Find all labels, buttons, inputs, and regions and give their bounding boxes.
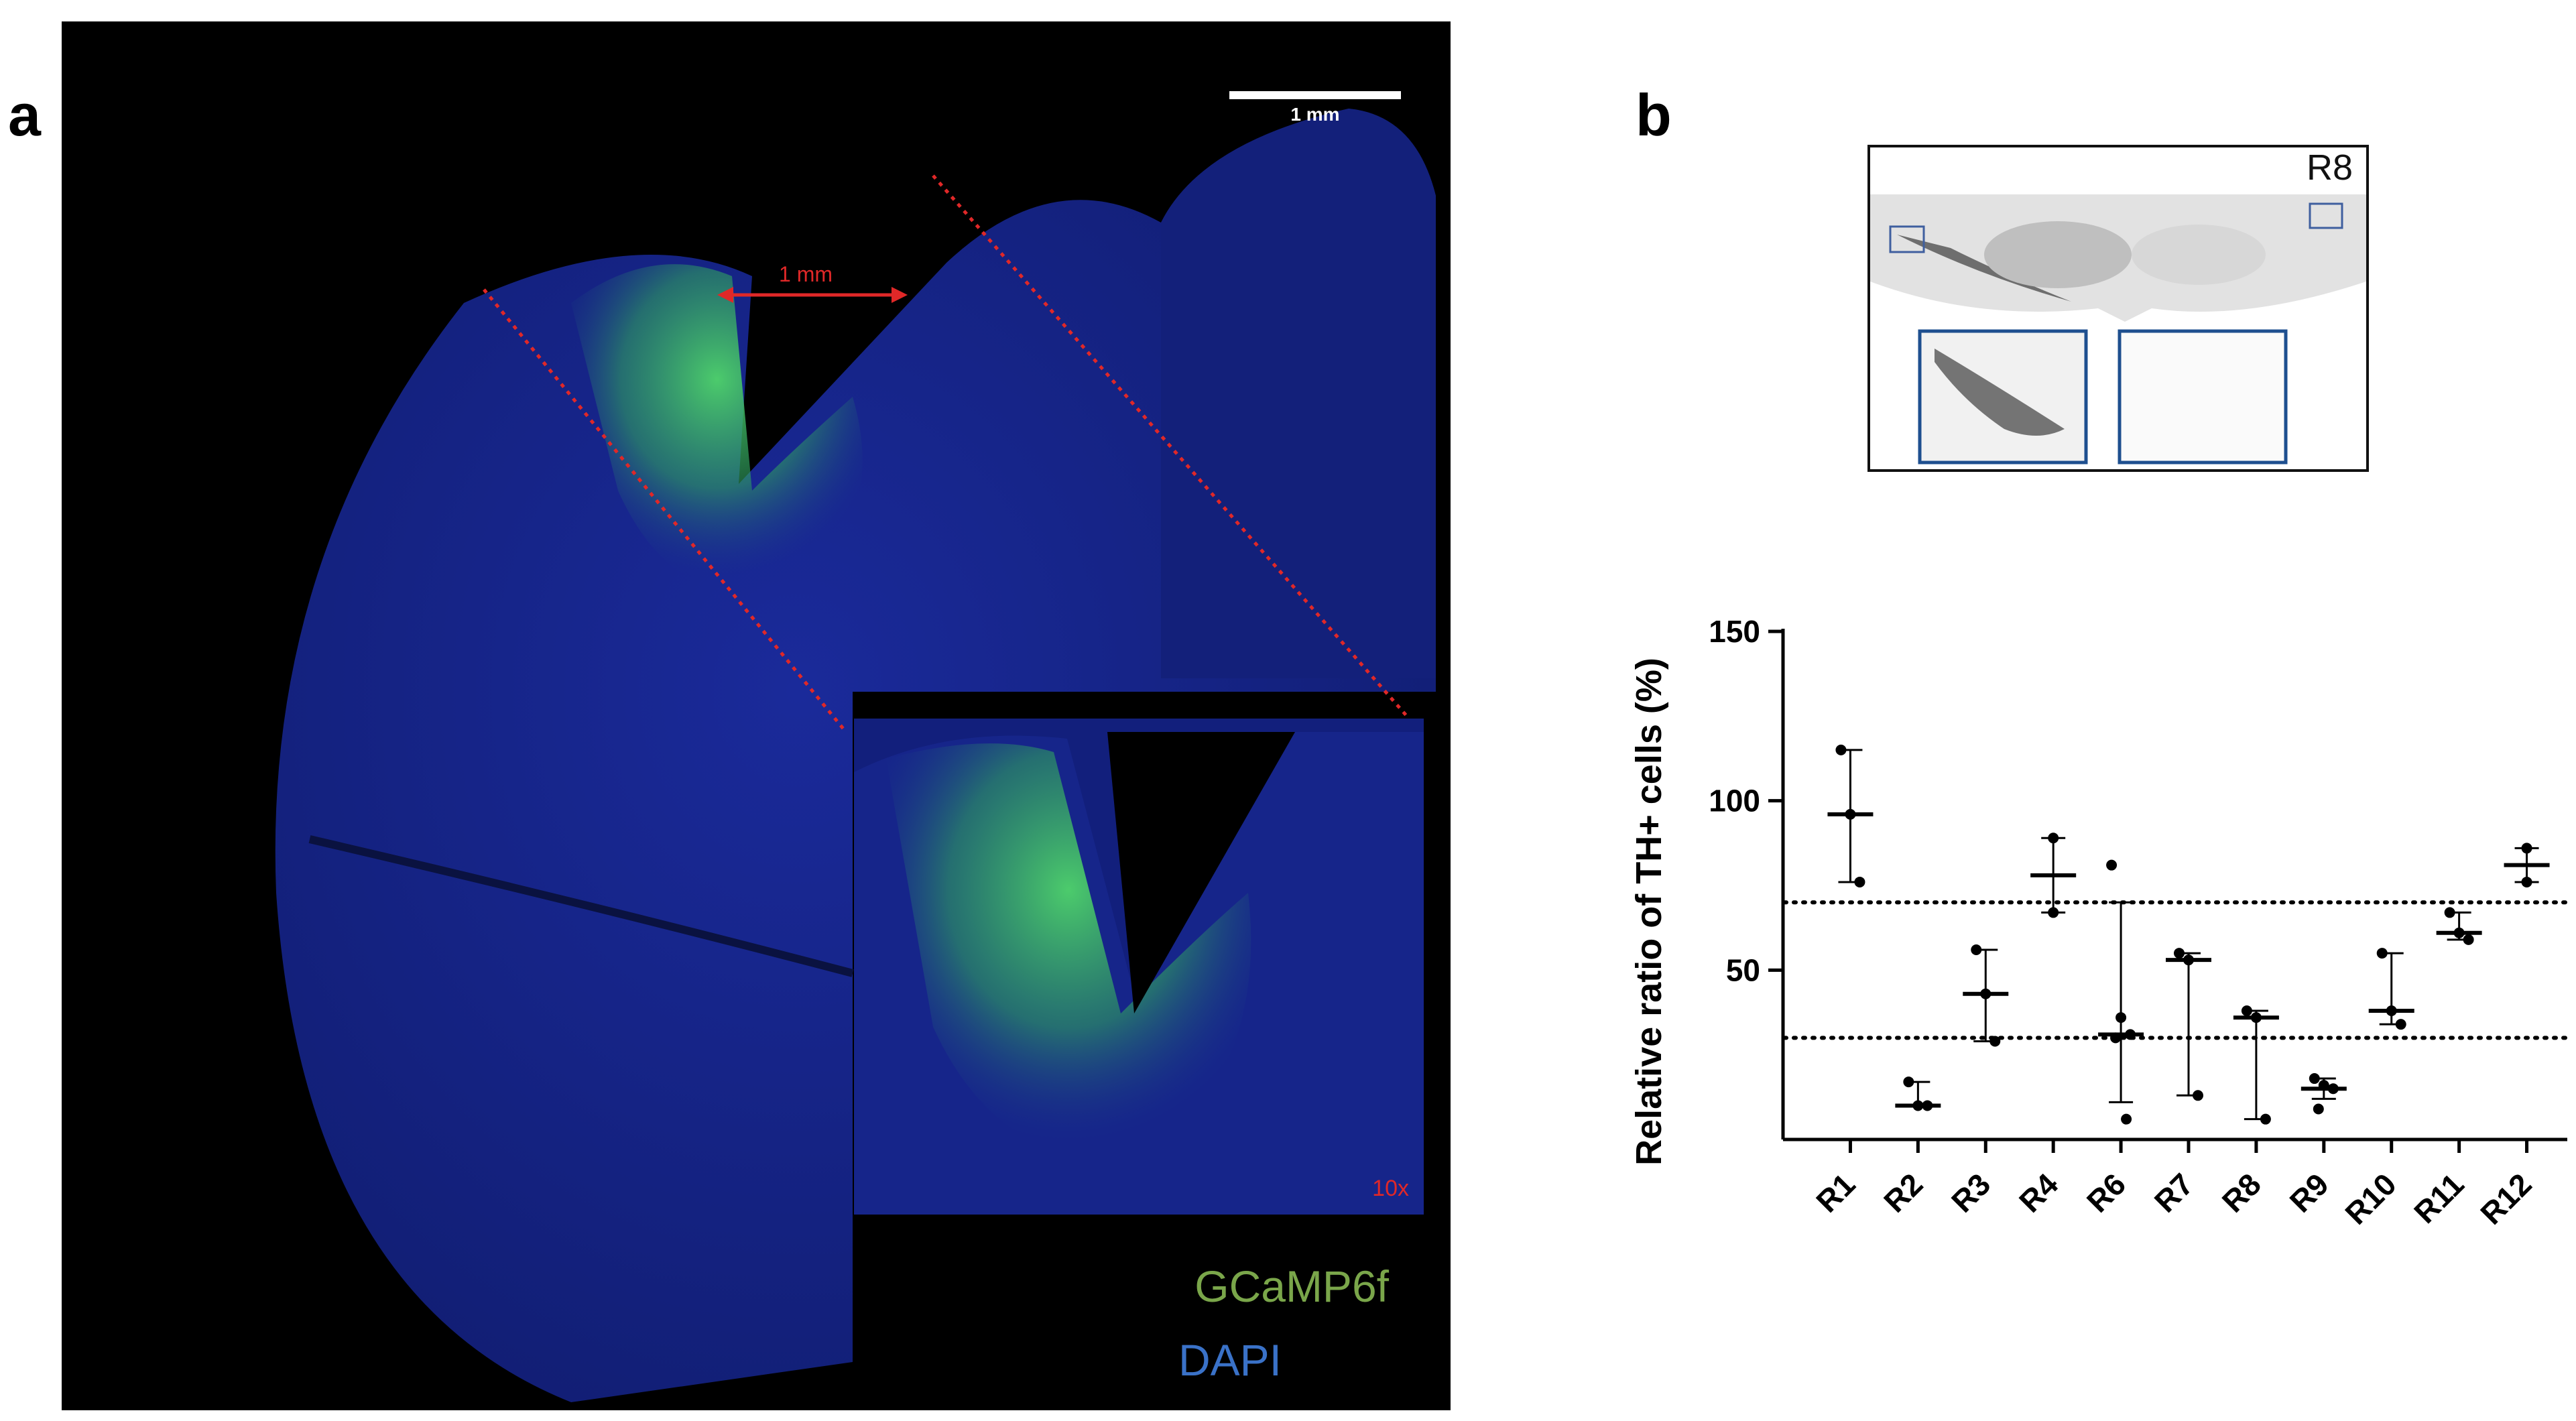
data-point-R10-1: [2386, 1005, 2397, 1016]
micrograph-panel: 1 mm 1 mm 10x GCaMP6f DAPI: [62, 21, 1451, 1410]
x-tick-label-R7: R7: [2148, 1166, 2200, 1219]
data-point-R2-1: [1912, 1100, 1924, 1111]
legend-dapi: DAPI: [1178, 1335, 1282, 1385]
data-point-R7-1: [2183, 954, 2194, 966]
data-point-R3-1: [1980, 988, 1991, 999]
y-tick-label-100: 100: [1709, 784, 1760, 818]
data-point-R8-1: [2250, 1012, 2262, 1024]
tissue-section-image: R8: [1867, 145, 2369, 472]
data-point-R11-2: [2463, 934, 2474, 945]
chart-svg: 50 100 150 R1 R2 R3 R4 R6 R7 R8 R9 R10 R11 R12 Relati…: [1629, 614, 2569, 1231]
reference-lines: [1782, 900, 2569, 1040]
data-point-R6-0: [2106, 859, 2118, 871]
data-point-R1-1: [1845, 808, 1856, 820]
th-ratio-chart: 50 100 150 R1 R2 R3 R4 R6 R7 R8 R9 R10 R11 R12 Relati…: [1609, 550, 2574, 1300]
panel-label-a: a: [8, 82, 41, 148]
data-point-R8-0: [2241, 1005, 2252, 1016]
legend-gcamp6f: GCaMP6f: [1194, 1261, 1389, 1311]
data-point-R3-0: [1971, 944, 1982, 956]
arrow-label: 1 mm: [779, 262, 833, 286]
data-point-R9-3: [2313, 1103, 2324, 1115]
data-point-R1-2: [1854, 876, 1865, 887]
chart-marks: [1827, 744, 2550, 1125]
y-tick-label-50: 50: [1726, 952, 1760, 987]
zoom-inset: 10x: [854, 719, 1424, 1215]
data-point-R10-2: [2395, 1019, 2406, 1030]
data-point-R3-2: [1989, 1036, 2001, 1047]
data-point-R2-0: [1903, 1076, 1914, 1088]
data-point-R9-2: [2327, 1083, 2339, 1095]
data-point-R4-0: [2048, 832, 2059, 844]
x-tick-label-R3: R3: [1945, 1166, 1997, 1219]
data-point-R11-1: [2453, 927, 2465, 938]
panel-label-b: b: [1636, 82, 1672, 148]
data-point-R12-1: [2521, 876, 2532, 887]
x-tick-label-R10: R10: [2338, 1166, 2402, 1231]
data-point-R4-1: [2048, 907, 2059, 918]
x-tick-label-R12: R12: [2473, 1166, 2538, 1231]
y-tick-label-150: 150: [1709, 614, 1760, 649]
x-tick-label-R1: R1: [1809, 1166, 1861, 1219]
micrograph-image: 1 mm 1 mm 10x GCaMP6f DAPI: [62, 21, 1451, 1410]
data-point-R8-2: [2260, 1113, 2271, 1125]
magnification-label: 10x: [1372, 1176, 1409, 1201]
data-point-R1-0: [1835, 744, 1847, 755]
data-point-R10-0: [2376, 948, 2388, 959]
y-axis-label: Relative ratio of TH+ cells (%): [1629, 658, 1669, 1166]
data-point-R11-0: [2444, 907, 2455, 918]
x-tick-label-R2: R2: [1877, 1166, 1929, 1219]
data-point-R9-1: [2318, 1080, 2329, 1091]
data-point-R7-2: [2193, 1090, 2203, 1101]
x-tick-label-R6: R6: [2080, 1166, 2132, 1219]
data-point-R6-4: [2121, 1113, 2132, 1125]
region-label-r8: R8: [2307, 147, 2353, 188]
tissue-section-svg: R8: [1870, 147, 2366, 465]
x-tick-label-R11: R11: [2407, 1166, 2471, 1230]
x-tick-label-R8: R8: [2215, 1166, 2268, 1219]
chart-axes: 50 100 150 R1 R2 R3 R4 R6 R7 R8 R9 R10 R11 R12: [1709, 614, 2567, 1231]
x-tick-label-R9: R9: [2283, 1166, 2335, 1219]
data-point-R6-1: [2115, 1012, 2127, 1024]
data-point-R2-2: [1922, 1100, 1933, 1111]
scale-bar-label: 1 mm: [1290, 104, 1339, 125]
x-tick-label-R4: R4: [2012, 1166, 2065, 1219]
data-point-R12-0: [2521, 843, 2532, 854]
data-point-R7-0: [2174, 948, 2185, 959]
data-point-R6-2: [2125, 1029, 2136, 1040]
data-point-R9-0: [2309, 1073, 2320, 1085]
data-point-R6-3: [2110, 1032, 2122, 1044]
